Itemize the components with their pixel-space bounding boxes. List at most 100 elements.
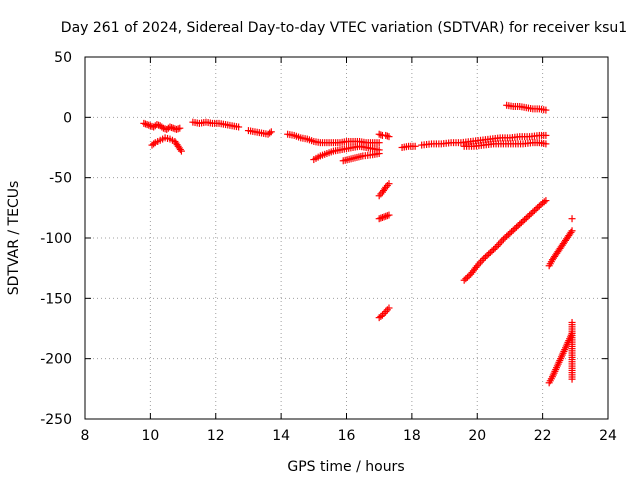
x-tick-label: 16 <box>338 428 356 444</box>
data-point <box>483 251 491 259</box>
data-point <box>169 124 177 132</box>
data-point <box>477 258 485 266</box>
data-point <box>148 122 156 130</box>
data-point <box>382 131 390 139</box>
data-point <box>377 312 385 320</box>
y-tick-label: -100 <box>40 231 72 247</box>
data-point <box>411 142 419 150</box>
data-point <box>498 237 506 245</box>
data-point <box>176 124 184 132</box>
y-tick-label: -50 <box>49 171 72 187</box>
x-tick-label: 14 <box>272 428 290 444</box>
data-point <box>375 215 383 223</box>
data-point <box>542 106 550 114</box>
data-point <box>378 213 386 221</box>
data-point <box>486 248 494 256</box>
x-tick-label: 18 <box>403 428 421 444</box>
data-point <box>145 121 153 129</box>
data-point <box>235 123 243 131</box>
data-point <box>511 225 519 233</box>
data-point <box>530 207 538 215</box>
data-point <box>375 150 383 158</box>
data-point <box>481 253 489 261</box>
data-point <box>377 131 385 139</box>
data-point <box>385 180 393 188</box>
data-point <box>508 228 516 236</box>
data-point <box>535 202 543 210</box>
data-point <box>375 139 383 147</box>
data-point <box>377 214 385 222</box>
data-point <box>485 250 493 258</box>
data-point <box>568 227 576 235</box>
data-point <box>177 147 185 155</box>
data-point <box>375 192 383 200</box>
data-point <box>534 204 542 212</box>
data-point <box>472 263 480 271</box>
data-point <box>174 125 182 133</box>
data-point <box>542 197 550 205</box>
data-point <box>504 231 512 239</box>
data-point <box>568 375 576 383</box>
x-tick-label: 22 <box>534 428 552 444</box>
data-point <box>496 239 504 247</box>
data-point <box>499 235 507 243</box>
data-point <box>542 131 550 139</box>
data-point <box>478 256 486 264</box>
grid <box>84 56 609 420</box>
x-axis-label: GPS time / hours <box>287 459 404 475</box>
chart-title: Day 261 of 2024, Sidereal Day-to-day VTE… <box>61 20 627 36</box>
data-point <box>529 208 537 216</box>
data-point <box>480 255 488 263</box>
data-point <box>383 306 391 314</box>
data-point <box>176 146 184 154</box>
data-point <box>150 140 158 148</box>
data-point <box>542 140 550 148</box>
data-point <box>527 210 535 218</box>
x-tick-label: 8 <box>81 428 90 444</box>
data-point <box>509 226 517 234</box>
data-point <box>532 205 540 213</box>
data-point <box>166 123 174 131</box>
data-point <box>140 119 148 127</box>
data-point <box>524 213 532 221</box>
data-point <box>161 125 169 133</box>
data-point <box>267 128 275 136</box>
y-tick-label: -250 <box>40 412 72 428</box>
data-point <box>506 229 514 237</box>
data-point <box>501 234 509 242</box>
data-point <box>519 217 527 225</box>
data-point <box>173 125 181 133</box>
data-point <box>168 124 176 132</box>
data-point <box>266 129 274 137</box>
data-point <box>460 276 468 284</box>
data-point <box>491 244 499 252</box>
data-point <box>465 272 473 280</box>
x-tick-label: 24 <box>599 428 617 444</box>
y-tick-label: 50 <box>54 50 72 66</box>
data-point <box>514 222 522 230</box>
data-point <box>567 228 575 236</box>
data-point <box>463 273 471 281</box>
y-tick-label: -200 <box>40 352 72 368</box>
data-point <box>141 120 149 128</box>
data-point <box>568 215 576 223</box>
data-point <box>382 308 390 316</box>
data-point <box>383 212 391 220</box>
data-point <box>153 121 161 129</box>
tick-labels: 8 10 12 14 16 18 20 22 24 50 0 -50 -100 -150 -200 -250 <box>40 50 617 444</box>
data-points <box>140 101 576 387</box>
data-point <box>540 198 548 206</box>
data-point <box>503 232 511 240</box>
y-tick-label: -150 <box>40 291 72 307</box>
data-point <box>382 212 390 220</box>
plot-frame <box>84 56 609 420</box>
data-point <box>488 247 496 255</box>
data-point <box>385 211 393 219</box>
data-point <box>512 223 520 231</box>
data-point <box>385 304 393 312</box>
data-point <box>383 132 391 140</box>
data-point <box>380 213 388 221</box>
y-axis-label: SDTVAR / TECUs <box>6 181 22 296</box>
data-point <box>143 121 151 129</box>
data-point <box>462 275 470 283</box>
